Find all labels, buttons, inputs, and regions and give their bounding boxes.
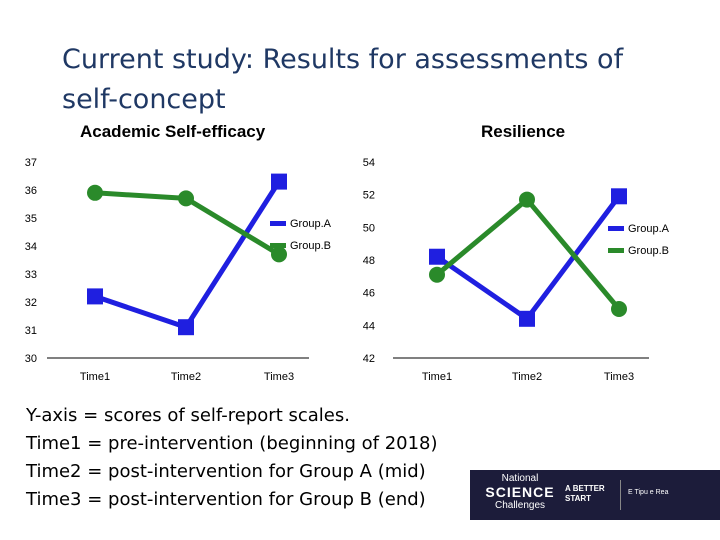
x-tick-label: Time3 <box>264 371 294 383</box>
logo-text: Challenges <box>494 500 546 511</box>
y-tick-label: 48 <box>363 255 375 267</box>
y-tick-label: 42 <box>363 353 375 365</box>
x-tick-label: Time1 <box>80 371 110 383</box>
chart-title-self-efficacy: Academic Self-efficacy <box>80 122 266 141</box>
y-tick-label: 36 <box>25 185 37 197</box>
data-point-circle <box>611 301 627 317</box>
note-line: Time3 = post-intervention for Group B (e… <box>26 489 426 510</box>
data-point-circle <box>519 191 535 208</box>
y-tick-label: 35 <box>25 213 37 225</box>
data-point-square <box>271 173 287 190</box>
x-tick-label: Time2 <box>512 371 542 383</box>
logo-divider <box>620 480 621 510</box>
note-line: Time1 = pre-intervention (beginning of 2… <box>26 433 438 454</box>
chart-title-resilience: Resilience <box>481 122 566 141</box>
data-point-square <box>178 319 194 336</box>
logo-text: National <box>501 473 539 484</box>
logo-text: START <box>565 494 592 503</box>
y-tick-label: 32 <box>25 297 37 309</box>
data-point-square <box>87 288 103 305</box>
logo-text: SCIENCE <box>485 484 555 500</box>
note-line: Y-axis = scores of self-report scales. <box>26 405 350 426</box>
data-point-square <box>611 188 627 205</box>
e-tipu-e-rea-logo: E Tipu e Rea <box>628 489 669 496</box>
y-tick-label: 44 <box>363 320 375 332</box>
x-tick-label: Time2 <box>171 371 201 383</box>
notes: Y-axis = scores of self-report scales. T… <box>26 402 438 514</box>
logo-text: A BETTER <box>565 484 605 493</box>
y-tick-label: 52 <box>363 190 375 202</box>
y-tick-label: 30 <box>25 353 37 365</box>
series-line-group-a <box>435 194 621 322</box>
y-tick-label: 34 <box>25 241 37 253</box>
data-point-circle <box>271 246 287 263</box>
partner-logos: National SCIENCE Challenges A BETTER STA… <box>470 470 720 520</box>
data-point-circle <box>87 184 103 201</box>
legend-swatch <box>270 243 286 248</box>
x-tick-label: Time3 <box>604 371 634 383</box>
legend-label: Group.B <box>628 245 669 257</box>
series-line-group-b <box>435 197 621 311</box>
y-tick-label: 33 <box>25 269 37 281</box>
y-tick-label: 54 <box>363 157 375 169</box>
legend-label: Group.B <box>290 240 331 252</box>
national-science-challenges-logo: National SCIENCE Challenges <box>480 473 560 512</box>
note-line: Time2 = post-intervention for Group A (m… <box>26 461 426 482</box>
y-tick-label: 37 <box>25 157 37 169</box>
legend-swatch <box>270 221 286 226</box>
y-tick-label: 50 <box>363 222 375 234</box>
y-tick-label: 31 <box>25 325 37 337</box>
a-better-start-logo: A BETTER START <box>565 484 605 504</box>
x-tick-label: Time1 <box>422 371 452 383</box>
y-tick-label: 46 <box>363 288 375 300</box>
slide-title: Current study: Results for assessments o… <box>62 44 624 115</box>
legend-swatch <box>608 226 624 231</box>
data-point-circle <box>429 266 445 283</box>
data-point-square <box>429 248 445 265</box>
data-point-circle <box>178 190 194 207</box>
legend-swatch <box>608 248 624 253</box>
data-point-square <box>519 310 535 327</box>
legend-label: Group.A <box>290 218 332 230</box>
legend-label: Group.A <box>628 223 670 235</box>
